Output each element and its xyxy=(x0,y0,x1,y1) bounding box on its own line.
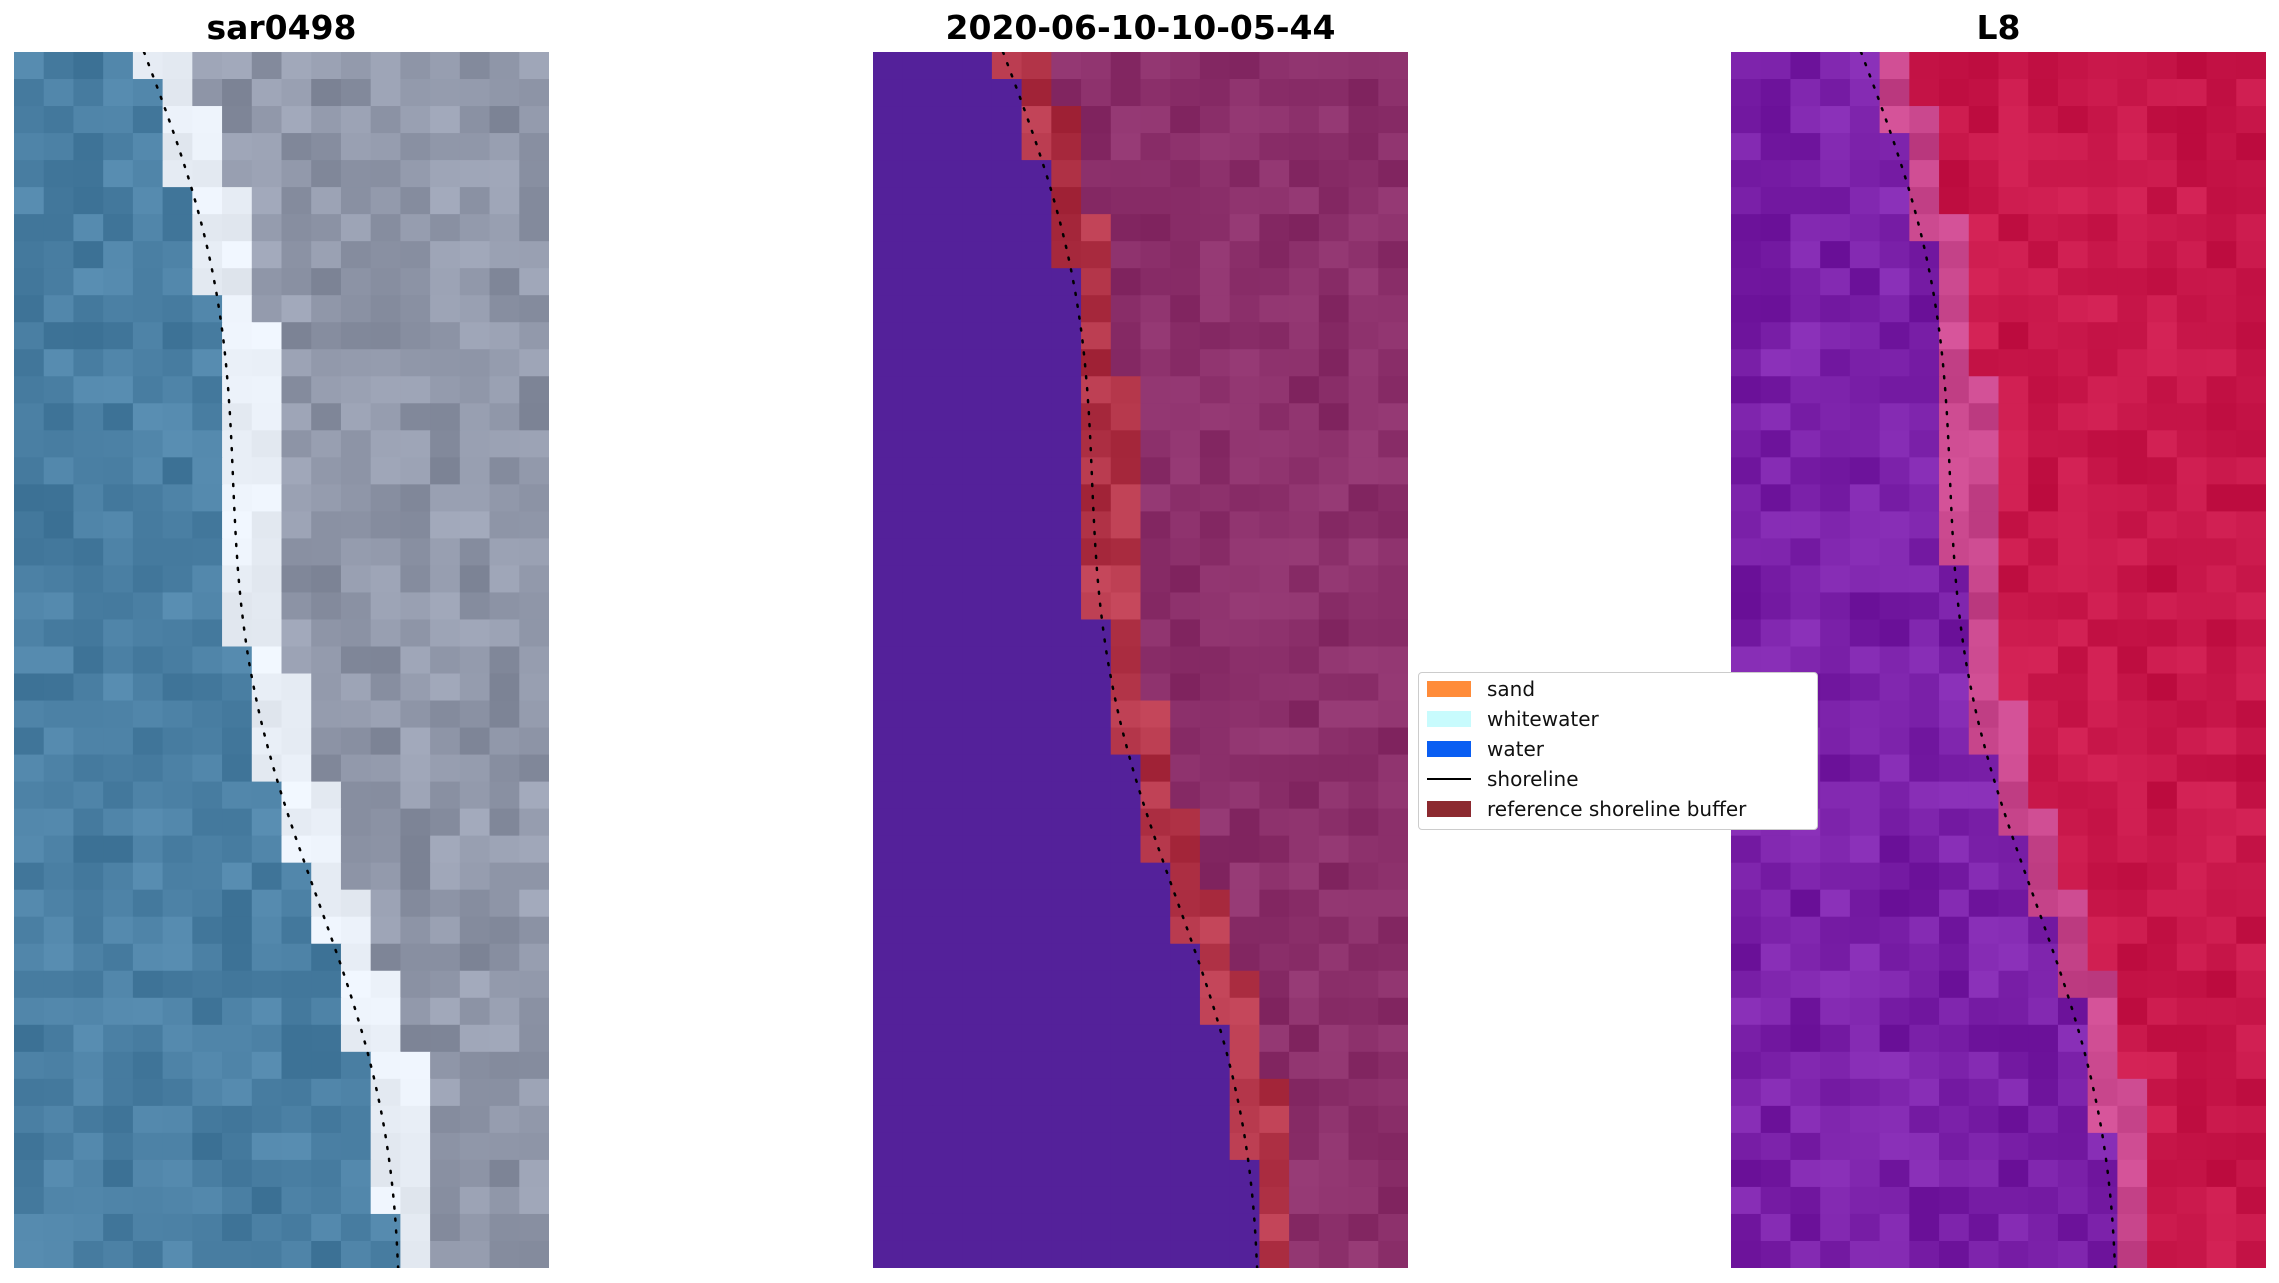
rgb-satellite-image xyxy=(14,52,549,1268)
legend-label-whitewater: whitewater xyxy=(1487,707,1599,731)
legend-label-water: water xyxy=(1487,737,1544,761)
whitewater-swatch xyxy=(1427,711,1471,727)
shoreline-line xyxy=(1427,777,1471,781)
buffer-swatch xyxy=(1427,801,1471,817)
legend-item-buffer: reference shoreline buffer xyxy=(1427,795,1746,823)
water-swatch xyxy=(1427,741,1471,757)
legend-label-shoreline: shoreline xyxy=(1487,767,1579,791)
legend-item-sand: sand xyxy=(1427,675,1535,703)
panel-title-right: L8 xyxy=(1976,8,2021,47)
shoreline-dots xyxy=(1859,52,2117,1268)
legend-item-shoreline: shoreline xyxy=(1427,765,1579,793)
panel-title-left: sar0498 xyxy=(206,8,357,47)
classified-image xyxy=(873,52,1408,1268)
shoreline-dots xyxy=(142,52,400,1268)
legend: sand whitewater water shoreline referenc… xyxy=(1418,672,1818,830)
legend-label-buffer: reference shoreline buffer xyxy=(1487,797,1747,821)
falsecolor-image xyxy=(1731,52,2266,1268)
shoreline-dots xyxy=(1001,52,1259,1268)
legend-item-water: water xyxy=(1427,735,1544,763)
panel-title-middle: 2020-06-10-10-05-44 xyxy=(945,8,1336,47)
legend-label-sand: sand xyxy=(1487,677,1536,701)
sand-swatch xyxy=(1427,681,1471,697)
legend-item-whitewater: whitewater xyxy=(1427,705,1599,733)
